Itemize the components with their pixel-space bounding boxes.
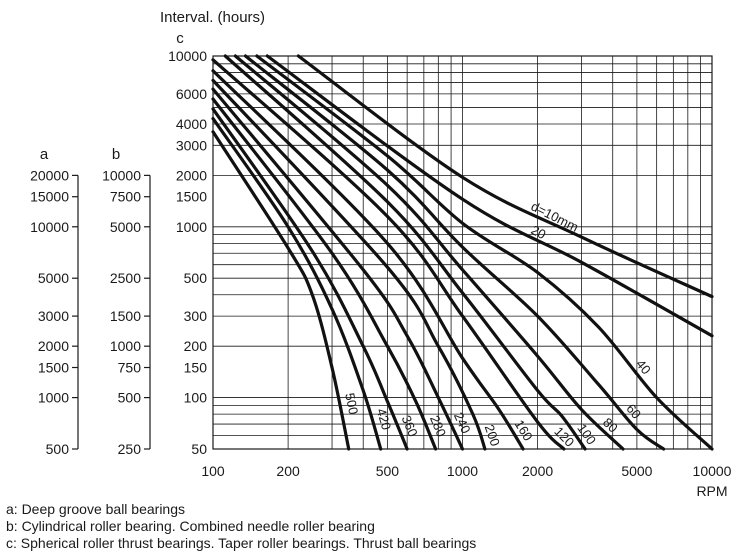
x-tick-label: 500: [376, 463, 400, 479]
series-label: 200: [482, 423, 503, 448]
axis-c-tick-label: 1500: [176, 189, 207, 205]
axis-c-tick-label: 150: [184, 360, 208, 376]
axis-a-tick-label: 20000: [30, 167, 69, 183]
axis-c-tick-label: 2000: [176, 167, 207, 183]
axis-a-tick-label: 15000: [30, 189, 69, 205]
axis-c-tick-label: 10000: [168, 48, 207, 64]
series-line: [233, 54, 625, 451]
axis-c-tick-label: 50: [191, 441, 207, 457]
x-tick-label: 100: [201, 463, 225, 479]
series-line: [211, 58, 566, 451]
legend-a: a: Deep groove ball bearings: [6, 501, 186, 517]
axis-c-tick-label: 3000: [176, 137, 207, 153]
series-line: [211, 130, 351, 451]
axis-c-tick-label: 500: [184, 270, 208, 286]
axis-b-tick-label: 10000: [102, 167, 141, 183]
axis-b-tick-label: 1500: [110, 308, 141, 324]
series-line: [255, 54, 714, 451]
series-label: 20: [529, 222, 549, 242]
legend-c: c: Spherical roller thrust bearings. Tap…: [6, 535, 477, 551]
axis-b-tick-label: 500: [118, 390, 142, 406]
x-tick-label: 2000: [522, 463, 553, 479]
axis-a-tick-label: 1000: [38, 390, 69, 406]
axis-b-tick-label: 2500: [110, 270, 141, 286]
axis-b-tick-label: 7500: [110, 189, 141, 205]
axis-a-tick-label: 10000: [30, 219, 69, 235]
series-line: [211, 117, 383, 451]
chart-grid: [212, 55, 713, 450]
series-line: [211, 78, 487, 451]
x-axis: 100 200 500 1000 2000 5000 10000: [201, 463, 731, 479]
series-line: [211, 97, 438, 451]
axis-c-tick-label: 1000: [176, 219, 207, 235]
axis-b-tick-label: 250: [118, 441, 142, 457]
series-line: [265, 54, 714, 338]
axis-a-tick-label: 3000: [38, 308, 69, 324]
y-axes: c100006000400030002000150010005003002001…: [30, 30, 207, 457]
x-tick-label: 200: [276, 463, 300, 479]
series-line: [211, 69, 525, 451]
series-label-group: d=10mm2040608010012016020024028036042050…: [342, 198, 654, 449]
series-label: 160: [512, 417, 536, 443]
series-label: 120: [551, 424, 577, 450]
axis-c-tick-label: 4000: [176, 116, 207, 132]
x-tick-label: 5000: [621, 463, 652, 479]
axis-b-title: b: [112, 146, 120, 163]
series-line: [223, 54, 587, 451]
axis-b-tick-label: 1000: [110, 338, 141, 354]
axis-c-tick-label: 200: [184, 338, 208, 354]
x-tick-label: 10000: [693, 463, 732, 479]
axis-c-tick-label: 300: [184, 308, 208, 324]
axis-b-tick-label: 750: [118, 360, 142, 376]
axis-a-tick-label: 5000: [38, 270, 69, 286]
axis-a-title: a: [40, 146, 49, 163]
axis-c-title: c: [176, 30, 184, 47]
series-label: 500: [342, 392, 361, 416]
axis-a-tick-label: 1500: [38, 360, 69, 376]
series-group: [211, 54, 714, 451]
axis-b-tick-label: 5000: [110, 219, 141, 235]
y-axis-title: Interval. (hours): [160, 9, 265, 26]
bearing-interval-chart: c100006000400030002000150010005003002001…: [30, 9, 732, 499]
axis-a-tick-label: 500: [46, 441, 70, 457]
x-axis-title: RPM: [696, 483, 727, 499]
legend-b: b: Cylindrical roller bearing. Combined …: [6, 518, 375, 534]
axis-c-tick-label: 6000: [176, 86, 207, 102]
axis-a-tick-label: 2000: [38, 338, 69, 354]
x-tick-label: 1000: [447, 463, 478, 479]
series-label: 420: [374, 407, 395, 432]
series-line: [211, 107, 409, 451]
series-line: [211, 87, 465, 451]
axis-c-tick-label: 100: [184, 390, 208, 406]
series-line: [296, 54, 714, 299]
series-line: [243, 54, 666, 451]
